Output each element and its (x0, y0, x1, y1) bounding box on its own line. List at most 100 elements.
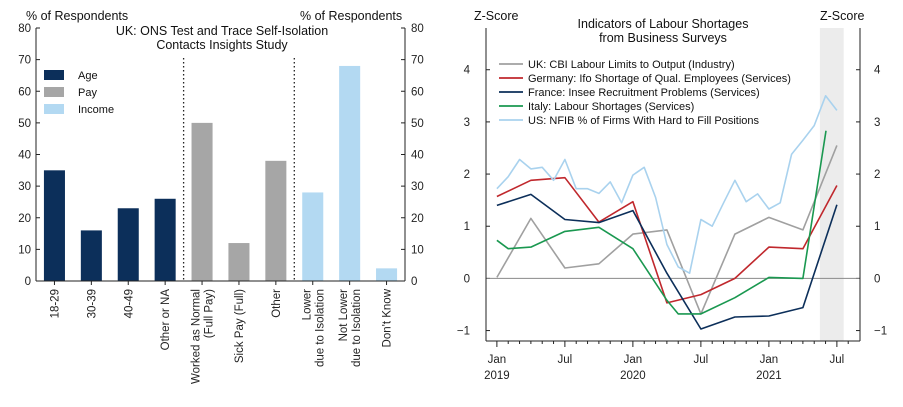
bar-title-line-2: Contacts Insights Study (156, 38, 288, 52)
line-left-axis-label: Z-Score (474, 9, 519, 23)
bar-category-label: (Full Pay) (204, 289, 216, 338)
bar-y-ticks-right: 0 10 20 30 40 50 60 70 80 (401, 23, 424, 288)
bar-income (376, 268, 398, 281)
bar-category-label: Worked as Normal (191, 289, 203, 384)
legend-swatch-age (44, 70, 64, 80)
bar-y-tick-label-left: 40 (18, 150, 31, 162)
series-line-2 (496, 193, 838, 330)
bar-category-label: 18-29 (49, 289, 61, 318)
bar-age (154, 198, 176, 281)
legend-label-3: Italy: Labour Shortages (Services) (528, 101, 694, 113)
line-y-tick-label-right: 1 (874, 221, 880, 233)
bar-y-tick-label-right: 0 (411, 276, 417, 288)
line-y-tick-label-left: 4 (464, 65, 471, 77)
line-chart-panel: Z-Score Z-Score Indicators of Labour Sho… (457, 9, 887, 382)
bar-category-label: Other or NA (160, 289, 172, 351)
line-x-year-label: 2020 (620, 370, 646, 382)
line-y-tick-label-right: 3 (874, 117, 880, 129)
bar-right-axis-label: % of Respondents (300, 9, 402, 23)
bar-category-label: Don't Know (382, 288, 394, 347)
line-series (496, 95, 838, 330)
bar-x-tick-labels: 18-29 30-39 40-49 Other or NA Worked as Norm… (49, 281, 394, 384)
legend-label-4: US: NFIB % of Firms With Hard to Fill Po… (528, 115, 760, 127)
bar-y-tick-label-right: 40 (411, 150, 424, 162)
bar-y-tick-label-left: 80 (18, 23, 31, 35)
line-x-year-label: 2019 (484, 370, 510, 382)
bar-income (339, 65, 361, 281)
bar-age (43, 170, 65, 281)
recent-period-shading (819, 28, 844, 341)
line-y-tick-label-left: 3 (464, 117, 470, 129)
bar-y-tick-label-right: 20 (411, 213, 424, 225)
legend-swatch-income (44, 104, 64, 114)
series-line-4 (496, 95, 838, 275)
bar-age (80, 230, 102, 281)
line-x-tick-label: Jul (830, 354, 845, 366)
bar-y-tick-label-left: 70 (18, 55, 31, 67)
line-x-tick-label: Jul (694, 354, 709, 366)
line-x-tick-label: Jul (558, 354, 573, 366)
bar-category-label: Sick Pay (Full) (234, 289, 246, 363)
line-y-tick-label-left: 2 (464, 169, 470, 181)
line-legend: UK: CBI Labour Limits to Output (Industr… (499, 59, 791, 127)
line-y-tick-label-right: 2 (874, 169, 880, 181)
line-y-ticks-right: −1 0 1 2 3 4 (856, 65, 887, 338)
bar-y-tick-label-right: 30 (411, 181, 424, 193)
series-line-3 (496, 130, 827, 315)
series-line-0 (496, 145, 838, 315)
bar-y-tick-label-right: 80 (411, 23, 424, 35)
bar-y-tick-label-left: 0 (25, 276, 31, 288)
bar-category-label: due to Isolation (314, 289, 326, 367)
bar-y-tick-label-left: 60 (18, 86, 31, 98)
legend-label-income: Income (78, 104, 114, 116)
line-right-axis-label: Z-Score (820, 9, 865, 23)
bar-y-tick-label-right: 10 (411, 244, 424, 256)
line-y-tick-label-left: 1 (464, 221, 470, 233)
bar-y-tick-label-right: 50 (411, 118, 424, 130)
bar-category-label: Other (271, 289, 283, 318)
line-y-tick-label-right: −1 (874, 326, 887, 338)
line-title-line-2: from Business Surveys (599, 31, 727, 45)
bar-category-label: due to Isolation (351, 289, 363, 367)
series-line-1 (496, 176, 838, 304)
legend-label-2: France: Insee Recruitment Problems (Serv… (528, 87, 760, 99)
bar-category-label: Not Lower (338, 289, 350, 342)
bar-category-label: 30-39 (86, 289, 98, 318)
line-x-tick-label: Jan (488, 354, 507, 366)
bar-series (43, 65, 398, 281)
bar-group-dividers (182, 58, 295, 281)
legend-label-age: Age (78, 70, 98, 82)
line-x-tick-label: Jan (624, 354, 643, 366)
bar-y-tick-label-right: 70 (411, 55, 424, 67)
bar-y-tick-label-left: 10 (18, 244, 31, 256)
bar-pay (228, 243, 250, 281)
bar-category-label: 40-49 (123, 289, 135, 318)
legend-swatch-pay (44, 87, 64, 97)
line-x-ticks: Jan 2019 Jul Jan 2020 Jul Jan 2021 Jul (484, 341, 849, 382)
line-title-line-1: Indicators of Labour Shortages (578, 17, 749, 31)
bar-category-label: Lower (301, 289, 313, 320)
line-y-tick-label-right: 4 (874, 65, 881, 77)
bar-income (302, 192, 324, 281)
bar-chart-panel: % of Respondents % of Respondents UK: ON… (18, 9, 424, 384)
bar-pay (265, 160, 287, 281)
legend-label-pay: Pay (78, 87, 97, 99)
bar-title-line-1: UK: ONS Test and Trace Self-Isolation (116, 24, 328, 38)
bar-y-tick-label-left: 30 (18, 181, 31, 193)
legend-label-1: Germany: Ifo Shortage of Qual. Employees… (528, 73, 791, 85)
bar-y-tick-label-left: 50 (18, 118, 31, 130)
bar-y-tick-label-left: 20 (18, 213, 31, 225)
bar-pay (191, 122, 213, 281)
line-y-tick-label-left: −1 (457, 326, 470, 338)
line-x-tick-label: Jan (760, 354, 779, 366)
line-y-tick-label-right: 0 (874, 273, 880, 285)
line-y-ticks-left: −1 0 1 2 3 4 (457, 65, 490, 338)
bar-age (117, 208, 139, 281)
bar-y-ticks-left: 0 10 20 30 40 50 60 70 80 (18, 23, 40, 288)
bar-left-axis-label: % of Respondents (26, 9, 128, 23)
bar-legend: Age Pay Income (44, 70, 114, 116)
legend-label-0: UK: CBI Labour Limits to Output (Industr… (528, 59, 735, 71)
line-x-year-label: 2021 (756, 370, 782, 382)
bar-y-tick-label-right: 60 (411, 86, 424, 98)
